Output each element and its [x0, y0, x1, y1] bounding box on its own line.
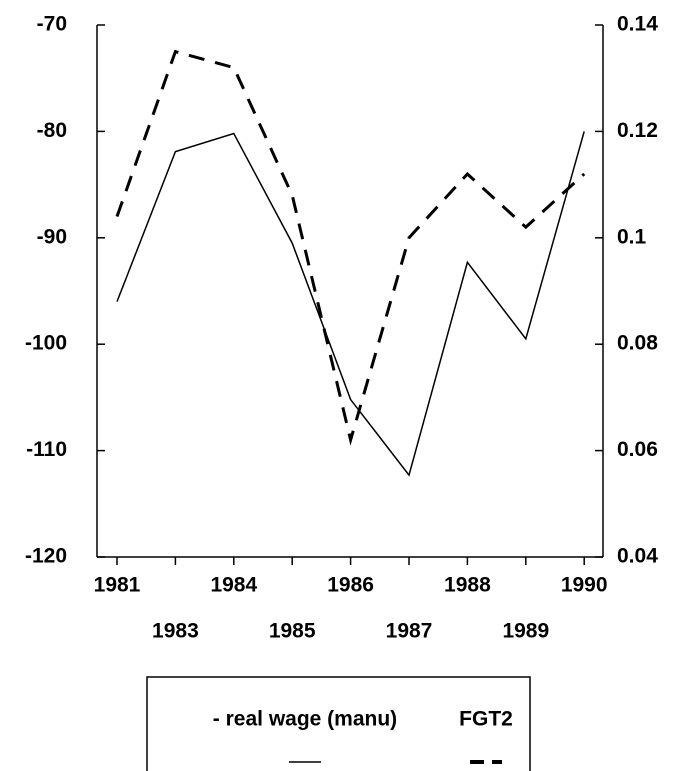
series-line [115, 49, 586, 446]
y2-tick-label: 0.14 [617, 13, 658, 36]
y2-tick-label: 0.12 [617, 119, 658, 142]
y-tick-label: -110 [26, 438, 67, 461]
x-tick-label: 1989 [502, 620, 549, 643]
legend-label: FGT2 [459, 708, 513, 731]
x-tick-label: 1985 [269, 620, 316, 643]
legend-label: - real wage (manu) [213, 708, 397, 731]
legend-box [146, 676, 531, 771]
x-tick-label: 1987 [386, 620, 433, 643]
x-tick-label: 1986 [327, 574, 374, 597]
y2-tick-label: 0.08 [617, 332, 658, 355]
x-tick-label: 1983 [152, 620, 199, 643]
x-tick-label: 1981 [94, 574, 141, 597]
x-tick-label: 1988 [444, 574, 491, 597]
y2-tick-label: 0.04 [617, 545, 658, 568]
series-line [116, 131, 585, 477]
x-tick-label: 1990 [561, 574, 608, 597]
y-tick-label: -100 [25, 332, 67, 355]
y-tick-label: -70 [37, 13, 67, 36]
x-tick-label: 1984 [210, 574, 257, 597]
y2-tick-label: 0.1 [617, 225, 647, 248]
y2-tick-label: 0.06 [617, 438, 658, 461]
y-tick-label: -120 [25, 545, 67, 568]
y-tick-label: -80 [37, 119, 67, 142]
y-tick-label: -90 [37, 225, 67, 248]
